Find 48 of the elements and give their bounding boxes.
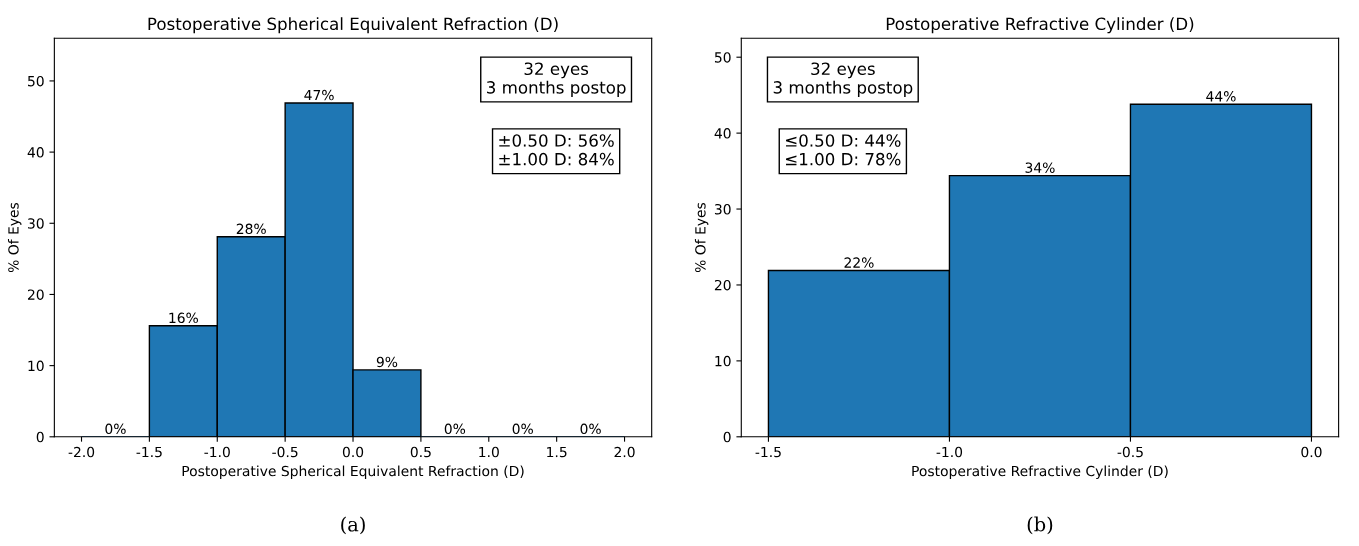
chart-title: Postoperative Spherical Equivalent Refraction (D)	[148, 17, 558, 34]
x-tick-label: -2.0	[68, 446, 95, 458]
data-label: 44%	[1206, 91, 1236, 102]
data-label: 9%	[376, 356, 398, 368]
annotation: 32 eyes 3 months postop	[487, 62, 626, 97]
x-tick-label: 2.0	[614, 446, 635, 458]
data-label: 22%	[844, 257, 874, 268]
data-label: 34%	[1025, 162, 1055, 173]
x-tick-label: 0.0	[1301, 446, 1322, 458]
y-axis-title: % Of Eyes	[7, 202, 22, 273]
x-tick-label: -0.5	[272, 446, 298, 458]
x-tick-label: -0.5	[1117, 446, 1143, 458]
data-label: 0%	[580, 423, 601, 435]
annotation: ≤0.50 D: 44% ≤1.00 D: 78%	[786, 134, 901, 166]
y-tick-label: 30	[28, 218, 44, 229]
data-label: 0%	[512, 423, 533, 435]
x-tick-label: 1.0	[479, 446, 499, 458]
y-tick-label: 50	[28, 75, 44, 87]
x-tick-label: 1.5	[547, 446, 567, 458]
text: (a)	[341, 516, 365, 535]
x-axis-title: Postoperative Spherical Equivalent Refraction (D)	[182, 465, 524, 479]
chart-title: Postoperative Refractive Cylinder (D)	[886, 17, 1194, 34]
y-tick-label: 0	[723, 431, 731, 443]
y-tick-label: 0	[36, 431, 44, 443]
data-label: 28%	[236, 223, 266, 235]
y-axis-title: % Of Eyes	[694, 202, 709, 273]
y-tick-label: 30	[714, 204, 731, 215]
y-tick-label: 10	[715, 355, 731, 367]
y-tick-label: 20	[714, 279, 731, 291]
x-tick-label: -1.5	[136, 446, 162, 458]
y-tick-label: 40	[27, 147, 44, 158]
x-tick-label: 0.0	[342, 446, 364, 458]
annotation: ±0.50 D: 56% ±1.00 D: 84%	[499, 134, 614, 166]
x-tick-label: 0.5	[410, 446, 431, 458]
y-tick-label: 10	[28, 360, 44, 372]
annotation: 32 eyes 3 months postop	[773, 62, 913, 97]
x-tick-label: -1.0	[204, 446, 230, 458]
x-tick-label: -1.5	[755, 446, 781, 458]
y-tick-label: 40	[714, 128, 731, 139]
data-label: 16%	[169, 312, 198, 324]
x-axis-title: Postoperative Refractive Cylinder (D)	[912, 465, 1168, 479]
data-label: 0%	[105, 423, 126, 435]
data-label: 47%	[304, 89, 334, 101]
data-label: 0%	[444, 423, 466, 435]
text: (b)	[1027, 516, 1053, 535]
y-tick-label: 50	[714, 52, 731, 63]
y-tick-label: 20	[27, 289, 44, 300]
x-tick-label: -1.0	[936, 446, 963, 458]
